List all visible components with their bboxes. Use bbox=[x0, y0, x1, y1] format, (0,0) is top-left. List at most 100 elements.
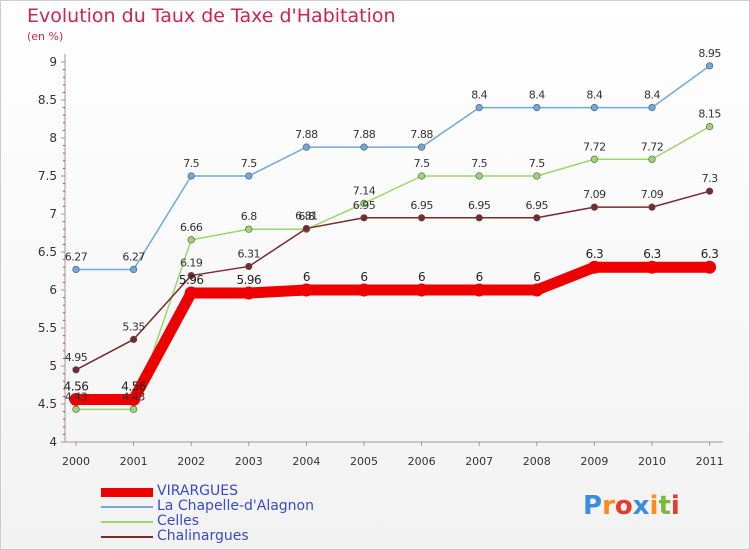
data-label: 6.3 bbox=[643, 247, 661, 261]
data-label: 6.3 bbox=[586, 247, 604, 261]
data-label: 4.56 bbox=[121, 379, 146, 393]
data-point bbox=[127, 392, 141, 406]
data-point bbox=[418, 172, 426, 180]
legend-swatch bbox=[101, 487, 153, 497]
data-label: 7.72 bbox=[583, 140, 606, 153]
data-point bbox=[648, 155, 656, 163]
data-label: 6 bbox=[533, 270, 540, 284]
data-label: 6 bbox=[476, 270, 483, 284]
y-tick-label: 5 bbox=[49, 359, 57, 373]
x-tick-label: 2010 bbox=[638, 455, 666, 468]
data-point bbox=[703, 260, 717, 274]
data-point bbox=[705, 122, 714, 131]
x-tick-label: 2003 bbox=[235, 455, 263, 468]
x-tick-label: 2002 bbox=[177, 455, 205, 468]
series-layer bbox=[69, 62, 717, 413]
data-label: 6.27 bbox=[122, 250, 145, 263]
data-label: 8.4 bbox=[471, 89, 487, 102]
x-tick-label: 2007 bbox=[465, 455, 493, 468]
data-point bbox=[415, 283, 429, 297]
logo-letter: t bbox=[658, 491, 671, 521]
series-2 bbox=[72, 122, 714, 413]
data-label: 6 bbox=[360, 270, 367, 284]
data-point bbox=[302, 143, 311, 151]
legend-swatch bbox=[101, 536, 153, 538]
data-point bbox=[130, 405, 138, 413]
data-label: 6.8 bbox=[241, 210, 257, 223]
series-line-1 bbox=[75, 65, 711, 271]
x-tick-label: 2000 bbox=[62, 455, 90, 468]
x-tick-label: 2001 bbox=[120, 455, 148, 468]
data-point bbox=[130, 335, 138, 344]
legend-label: La Chapelle-d'Alagnon bbox=[157, 498, 314, 514]
data-label: 6.95 bbox=[410, 199, 433, 212]
data-point bbox=[475, 172, 483, 180]
series-line-2 bbox=[75, 125, 711, 411]
series-1 bbox=[72, 62, 714, 274]
legend-swatch bbox=[101, 521, 153, 523]
data-labels: 4.56 4.56 5.96 5.96 6 6 6 6 6 6.3 6.3 6.3 6.27 6.27 7.… bbox=[64, 47, 722, 404]
x-tick-label: 2004 bbox=[292, 455, 320, 468]
data-label: 6.19 bbox=[180, 257, 203, 270]
data-label: 6 bbox=[418, 270, 425, 284]
data-point bbox=[360, 199, 368, 207]
y-tick-label: 8.5 bbox=[38, 93, 57, 107]
data-point bbox=[475, 103, 483, 112]
data-label: 8.4 bbox=[586, 89, 602, 102]
data-label: 6.66 bbox=[180, 221, 203, 234]
data-point bbox=[590, 203, 599, 211]
series-0 bbox=[69, 260, 717, 406]
data-point bbox=[590, 155, 599, 163]
series-line-0 bbox=[70, 261, 716, 405]
data-label: 4.95 bbox=[65, 351, 88, 364]
data-point bbox=[357, 283, 371, 297]
data-point bbox=[705, 62, 714, 70]
data-point bbox=[299, 283, 313, 297]
data-label: 7.72 bbox=[641, 140, 664, 153]
chart-title: Evolution du Taux de Taxe d'Habitation bbox=[27, 5, 396, 27]
data-point bbox=[648, 103, 656, 112]
x-tick-label: 2011 bbox=[696, 455, 724, 468]
data-label: 8.4 bbox=[644, 89, 660, 102]
data-label: 6.31 bbox=[238, 247, 261, 260]
logo-letter: i bbox=[649, 491, 659, 521]
logo-letter: o bbox=[614, 491, 633, 521]
data-point bbox=[360, 143, 368, 151]
axes: 4 4.5 5 5.5 6 6.5 7 7.5 8 8.5 9 2000 2001 2002 2003 200… bbox=[38, 54, 724, 468]
y-tick-label: 7.5 bbox=[38, 169, 57, 183]
legend-label: VIRARGUES bbox=[157, 483, 238, 499]
x-tick-label: 2008 bbox=[523, 455, 551, 468]
y-tick-label: 4 bbox=[49, 435, 57, 449]
legend-swatch bbox=[101, 506, 153, 508]
data-point bbox=[587, 260, 601, 274]
logo-letter: P bbox=[583, 491, 603, 521]
logo-letter: r bbox=[602, 491, 615, 521]
data-point bbox=[72, 265, 80, 274]
series-3 bbox=[72, 187, 714, 374]
data-label: 6.81 bbox=[295, 209, 318, 222]
data-point bbox=[645, 260, 659, 274]
legend-label: Celles bbox=[157, 513, 200, 529]
proxiti-logo: Proxiti bbox=[583, 491, 680, 521]
logo-letter: x bbox=[632, 491, 650, 521]
data-point bbox=[245, 262, 253, 271]
data-label: 7.88 bbox=[295, 128, 318, 141]
series-line-3 bbox=[75, 190, 711, 371]
data-point bbox=[72, 366, 80, 374]
data-label: 5.35 bbox=[122, 320, 145, 333]
data-point bbox=[530, 283, 544, 297]
data-label: 7.5 bbox=[414, 157, 430, 170]
y-tick-label: 8 bbox=[49, 131, 57, 145]
data-label: 4.56 bbox=[64, 379, 89, 393]
y-tick-label: 6.5 bbox=[38, 245, 57, 259]
data-label: 8.95 bbox=[698, 47, 721, 60]
data-point bbox=[242, 286, 256, 300]
data-point bbox=[590, 103, 599, 112]
data-point bbox=[472, 283, 486, 297]
data-label: 5.96 bbox=[236, 273, 261, 287]
data-point bbox=[184, 286, 198, 300]
data-label: 6 bbox=[303, 270, 310, 284]
data-label: 7.5 bbox=[471, 157, 487, 170]
data-label: 8.4 bbox=[529, 89, 545, 102]
